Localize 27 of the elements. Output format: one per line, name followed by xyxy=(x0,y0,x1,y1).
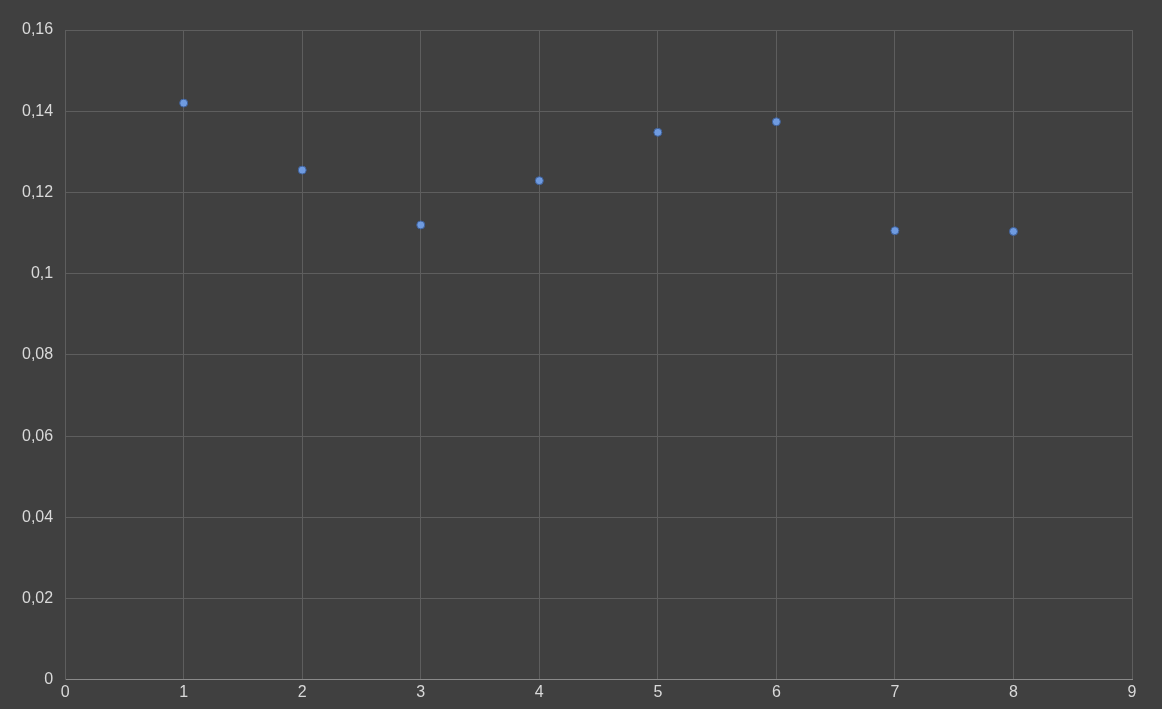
y-tick-label: 0,16 xyxy=(22,20,54,38)
y-tick-label: 0,1 xyxy=(30,264,54,282)
point xyxy=(1008,226,1018,236)
x-tick-label: 7 xyxy=(890,682,900,700)
point xyxy=(653,127,663,137)
x-tick-label: 4 xyxy=(534,682,544,700)
x-tick-label: 3 xyxy=(416,682,426,700)
y-tick-label: 0,06 xyxy=(22,426,54,444)
x-tick-label: 0 xyxy=(60,682,70,700)
x-tick-label: 6 xyxy=(771,682,781,700)
x-tick-label: 5 xyxy=(653,682,663,700)
x-tick-label: 2 xyxy=(297,682,307,700)
y-tick-label: 0,02 xyxy=(22,588,54,606)
y-tick-label: 0,14 xyxy=(22,101,54,119)
point xyxy=(297,165,307,175)
point xyxy=(534,176,544,186)
y-tick-label: 0,04 xyxy=(22,507,54,525)
x-tick-label: 9 xyxy=(1127,682,1137,700)
x-tick-label: 8 xyxy=(1009,682,1019,700)
y-tick-label: 0,12 xyxy=(22,182,54,200)
y-tick-label: 0 xyxy=(44,670,54,688)
point xyxy=(771,117,781,127)
point xyxy=(890,226,900,236)
point xyxy=(416,220,426,230)
point xyxy=(179,98,189,108)
x-tick-label: 1 xyxy=(179,682,189,700)
y-tick-label: 0,08 xyxy=(22,345,54,363)
